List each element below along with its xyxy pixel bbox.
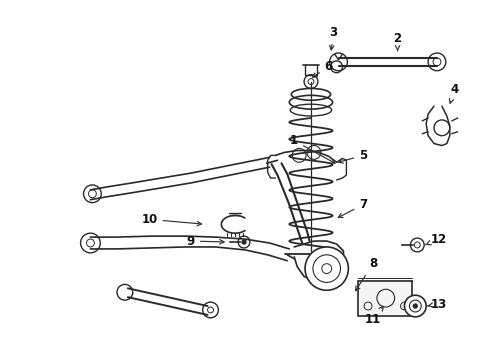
Circle shape bbox=[412, 304, 416, 308]
FancyBboxPatch shape bbox=[358, 282, 411, 316]
Circle shape bbox=[305, 247, 347, 290]
Text: 11: 11 bbox=[364, 306, 383, 326]
Text: 3: 3 bbox=[329, 26, 337, 50]
Text: 12: 12 bbox=[425, 233, 446, 246]
Text: 5: 5 bbox=[338, 149, 366, 163]
Text: 9: 9 bbox=[186, 235, 224, 248]
Circle shape bbox=[404, 295, 425, 317]
Polygon shape bbox=[294, 241, 343, 280]
Text: 2: 2 bbox=[393, 32, 401, 50]
Text: 8: 8 bbox=[355, 257, 376, 291]
Text: 7: 7 bbox=[338, 198, 366, 217]
Text: 1: 1 bbox=[289, 134, 334, 163]
Text: 10: 10 bbox=[141, 213, 201, 226]
Circle shape bbox=[242, 240, 245, 244]
Text: 6: 6 bbox=[312, 60, 332, 77]
Text: 4: 4 bbox=[448, 83, 458, 103]
Text: 13: 13 bbox=[427, 298, 446, 311]
